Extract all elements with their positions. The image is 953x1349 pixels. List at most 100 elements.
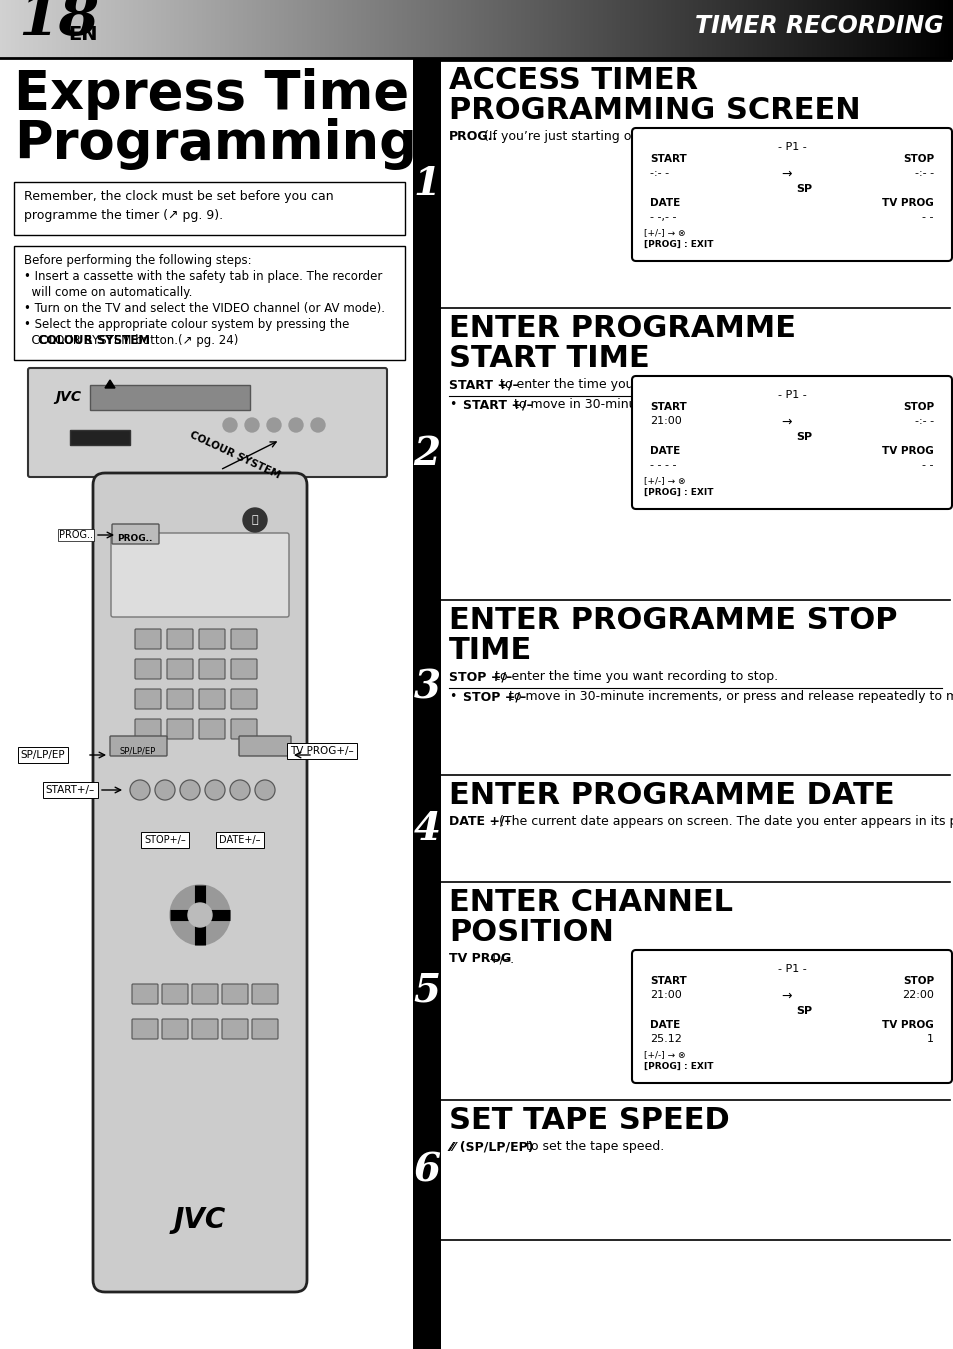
Text: →: → <box>781 169 791 181</box>
FancyBboxPatch shape <box>132 1018 158 1039</box>
Circle shape <box>230 780 250 800</box>
Bar <box>14 182 405 235</box>
Text: -:- -: -:- - <box>914 415 933 426</box>
Text: 25.12: 25.12 <box>649 1033 681 1044</box>
FancyBboxPatch shape <box>631 950 951 1083</box>
FancyBboxPatch shape <box>112 523 159 544</box>
FancyBboxPatch shape <box>111 533 289 616</box>
Text: [+/-] → ⊗: [+/-] → ⊗ <box>643 476 685 486</box>
Text: JVC: JVC <box>173 1206 226 1234</box>
Text: TIMER RECORDING: TIMER RECORDING <box>695 13 943 38</box>
Text: TV PROG+/–: TV PROG+/– <box>290 746 354 755</box>
Text: ⁄⁄⁄ (SP/LP/EP): ⁄⁄⁄ (SP/LP/EP) <box>449 1140 533 1153</box>
FancyBboxPatch shape <box>199 660 225 679</box>
Text: PROG..: PROG.. <box>117 534 152 544</box>
Text: STOP: STOP <box>902 975 933 986</box>
Text: TV PROG: TV PROG <box>882 447 933 456</box>
Text: [PROG] : EXIT: [PROG] : EXIT <box>643 488 713 496</box>
FancyBboxPatch shape <box>135 689 161 710</box>
Text: START TIME: START TIME <box>449 344 649 374</box>
Text: to enter the time you want recording to start.: to enter the time you want recording to … <box>496 378 784 391</box>
Text: 21:00: 21:00 <box>649 990 681 1000</box>
Text: TV PROG: TV PROG <box>882 1020 933 1031</box>
Circle shape <box>254 780 274 800</box>
FancyBboxPatch shape <box>199 719 225 739</box>
FancyBboxPatch shape <box>135 719 161 739</box>
Text: [+/-] → ⊗: [+/-] → ⊗ <box>643 228 685 237</box>
Text: ENTER PROGRAMME: ENTER PROGRAMME <box>449 314 795 343</box>
Text: - -,- -: - -,- - <box>649 212 676 223</box>
Circle shape <box>311 418 325 432</box>
FancyBboxPatch shape <box>167 629 193 649</box>
Text: to move in 30-minute increments, or press and release repeatedly to move 1 minut: to move in 30-minute increments, or pres… <box>504 689 953 703</box>
FancyBboxPatch shape <box>135 660 161 679</box>
Text: EN: EN <box>68 26 97 45</box>
Circle shape <box>289 418 303 432</box>
Text: Programming: Programming <box>14 117 416 170</box>
FancyBboxPatch shape <box>199 629 225 649</box>
Text: COLOUR SYSTEM: COLOUR SYSTEM <box>188 429 281 480</box>
Text: • Select the appropriate colour system by pressing the: • Select the appropriate colour system b… <box>24 318 349 331</box>
Text: SP: SP <box>795 1006 811 1016</box>
Bar <box>14 246 405 360</box>
Circle shape <box>205 780 225 800</box>
Text: • Insert a cassette with the safety tab in place. The recorder: • Insert a cassette with the safety tab … <box>24 270 382 283</box>
Text: - -: - - <box>922 460 933 469</box>
Bar <box>90 384 250 410</box>
Text: ENTER PROGRAMME STOP: ENTER PROGRAMME STOP <box>449 606 897 635</box>
Text: [+/-] → ⊗: [+/-] → ⊗ <box>643 1050 685 1059</box>
Text: (If you’re just starting out, “P1” appears.): (If you’re just starting out, “P1” appea… <box>479 130 742 143</box>
FancyBboxPatch shape <box>239 737 291 755</box>
Text: TIME: TIME <box>449 635 532 665</box>
FancyBboxPatch shape <box>28 368 387 478</box>
FancyBboxPatch shape <box>631 376 951 509</box>
FancyBboxPatch shape <box>199 689 225 710</box>
Text: Before performing the following steps:: Before performing the following steps: <box>24 254 252 267</box>
Text: - - - -: - - - - <box>649 460 676 469</box>
FancyBboxPatch shape <box>167 660 193 679</box>
Text: SET TAPE SPEED: SET TAPE SPEED <box>449 1106 729 1135</box>
FancyBboxPatch shape <box>222 1018 248 1039</box>
FancyBboxPatch shape <box>222 983 248 1004</box>
Text: 21:00: 21:00 <box>649 415 681 426</box>
Text: DATE+/–: DATE+/– <box>219 835 260 844</box>
Text: ACCESS TIMER: ACCESS TIMER <box>449 66 698 94</box>
Text: to enter the time you want recording to stop.: to enter the time you want recording to … <box>490 670 777 683</box>
Circle shape <box>130 780 150 800</box>
Text: JVC: JVC <box>55 390 81 403</box>
FancyBboxPatch shape <box>110 737 167 755</box>
Bar <box>413 58 440 1349</box>
FancyBboxPatch shape <box>167 689 193 710</box>
Circle shape <box>154 780 174 800</box>
Text: DATE +/–: DATE +/– <box>449 815 510 828</box>
Text: Express Timer: Express Timer <box>14 67 435 120</box>
Text: SP: SP <box>795 432 811 442</box>
Text: SP: SP <box>795 183 811 194</box>
Text: DATE: DATE <box>649 198 679 208</box>
Text: POSITION: POSITION <box>449 919 613 947</box>
Text: DATE: DATE <box>649 1020 679 1031</box>
FancyBboxPatch shape <box>192 983 218 1004</box>
Text: 1: 1 <box>926 1033 933 1044</box>
Text: PROG..: PROG.. <box>449 130 497 143</box>
Text: ENTER PROGRAMME DATE: ENTER PROGRAMME DATE <box>449 781 894 809</box>
FancyBboxPatch shape <box>631 128 951 260</box>
Text: STOP: STOP <box>902 402 933 411</box>
Circle shape <box>245 418 258 432</box>
FancyBboxPatch shape <box>162 983 188 1004</box>
Text: STOP+/–: STOP+/– <box>144 835 186 844</box>
Text: [PROG] : EXIT: [PROG] : EXIT <box>643 240 713 250</box>
Circle shape <box>267 418 281 432</box>
Text: to set the tape speed.: to set the tape speed. <box>521 1140 663 1153</box>
Text: →: → <box>781 990 791 1004</box>
Polygon shape <box>105 380 115 389</box>
Circle shape <box>243 509 267 532</box>
FancyBboxPatch shape <box>252 983 277 1004</box>
Text: -:- -: -:- - <box>649 169 668 178</box>
Text: - -: - - <box>922 212 933 223</box>
FancyBboxPatch shape <box>231 719 256 739</box>
Text: PROGRAMMING SCREEN: PROGRAMMING SCREEN <box>449 96 860 125</box>
Text: SP/LP/EP: SP/LP/EP <box>20 750 65 759</box>
FancyBboxPatch shape <box>231 689 256 710</box>
Text: TV PROG: TV PROG <box>449 952 511 965</box>
